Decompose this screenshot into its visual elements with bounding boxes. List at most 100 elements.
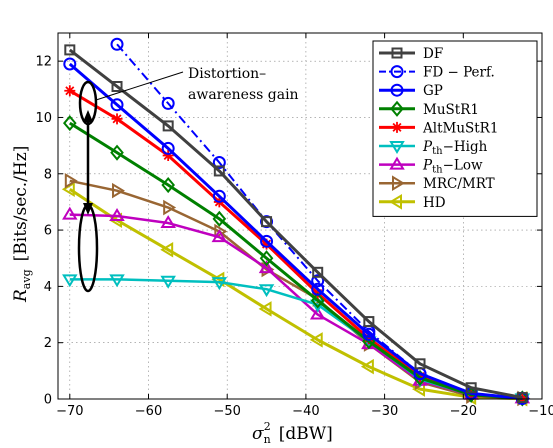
data-point-df bbox=[213, 165, 225, 177]
data-point-gp bbox=[212, 189, 226, 203]
data-point-altmustr1 bbox=[363, 332, 375, 344]
legend-marker bbox=[390, 65, 404, 79]
legend-item-df: DF bbox=[379, 46, 443, 62]
x-axis-label: σn2 [dBW] bbox=[252, 420, 333, 446]
legend-label: MuStR1 bbox=[423, 102, 479, 118]
legend-marker bbox=[389, 194, 402, 210]
data-point-pth-low bbox=[309, 306, 326, 320]
series-line-df bbox=[68, 48, 523, 400]
x-axis-label-sup: 2 bbox=[264, 420, 271, 433]
annotation-text-line1: Distortion– bbox=[188, 66, 266, 82]
data-point-fd-perf bbox=[212, 156, 226, 170]
x-axis-label-unit: [dBW] bbox=[279, 424, 333, 444]
annotation-arrowhead-down bbox=[83, 203, 93, 215]
plot-series bbox=[61, 37, 531, 407]
data-point-pth-low bbox=[62, 206, 78, 220]
data-point-pth-high bbox=[258, 284, 275, 298]
series-line-pth-low bbox=[69, 213, 523, 400]
data-point-hd bbox=[61, 181, 75, 198]
y-tick-label: 10 bbox=[35, 111, 52, 126]
data-point-mrc-mrt bbox=[64, 173, 78, 189]
data-point-df bbox=[162, 120, 174, 132]
legend-label: Pth−Low bbox=[422, 158, 483, 176]
legend-item-hd: HD bbox=[379, 194, 446, 211]
data-point-hd bbox=[309, 332, 323, 348]
data-point-df bbox=[312, 266, 324, 278]
x-axis-label-sub: n bbox=[264, 433, 271, 446]
data-point-mrc-mrt bbox=[112, 182, 125, 199]
legend-item-fd-perf: FD − Perf. bbox=[379, 65, 495, 81]
data-point-mustr1 bbox=[62, 115, 77, 132]
x-tick-label: −60 bbox=[135, 404, 162, 419]
data-point-pth-high bbox=[62, 274, 78, 288]
data-point-pth-high bbox=[160, 275, 176, 289]
series-df bbox=[64, 44, 528, 404]
x-axis-label-main: σ bbox=[252, 424, 264, 444]
series-line-hd bbox=[68, 187, 523, 401]
y-axis-label-unit: [Bits/sec./Hz] bbox=[11, 146, 31, 262]
data-point-altmustr1 bbox=[261, 238, 273, 250]
legend-label: DF bbox=[423, 46, 443, 62]
data-point-altmustr1 bbox=[64, 85, 76, 97]
annotation-leader-line bbox=[95, 71, 184, 101]
annotation-arrowhead-up bbox=[83, 110, 93, 122]
legend-marker bbox=[389, 141, 405, 154]
legend-item-pth-high: Pth−High bbox=[379, 139, 488, 157]
data-point-hd bbox=[160, 242, 174, 258]
legend-label: Pth−High bbox=[422, 139, 488, 157]
data-point-fd-perf bbox=[110, 37, 124, 51]
data-point-gp bbox=[260, 234, 274, 248]
legend-item-mrc-mrt: MRC/MRT bbox=[379, 175, 495, 192]
data-point-gp bbox=[311, 282, 325, 296]
data-point-mustr1 bbox=[110, 144, 124, 161]
series-line-mrc-mrt bbox=[69, 179, 523, 400]
data-point-df bbox=[363, 316, 375, 328]
data-point-pth-low bbox=[109, 208, 125, 221]
data-point-pth-high bbox=[211, 277, 228, 291]
series-line-mustr1 bbox=[69, 121, 523, 400]
legend-marker bbox=[392, 175, 405, 191]
legend-label: HD bbox=[423, 195, 446, 211]
legend-item-altmustr1: AltMuStR1 bbox=[379, 120, 498, 136]
x-tick-label: −40 bbox=[292, 404, 319, 419]
legend-item-pth-low: Pth−Low bbox=[379, 156, 483, 176]
data-point-altmustr1 bbox=[162, 149, 174, 161]
data-point-mustr1 bbox=[310, 292, 325, 309]
legend-marker bbox=[390, 100, 404, 117]
data-point-gp bbox=[63, 57, 77, 71]
data-point-mustr1 bbox=[161, 176, 175, 194]
x-tick-label: −50 bbox=[213, 404, 240, 419]
y-tick-label: 6 bbox=[44, 224, 52, 239]
y-tick-label: 12 bbox=[35, 55, 52, 70]
data-point-pth-high bbox=[109, 274, 125, 288]
x-tick-label: −10 bbox=[528, 404, 553, 419]
legend-label: GP bbox=[423, 83, 443, 99]
annotation-text-line2: awareness gain bbox=[188, 87, 299, 103]
data-point-hd bbox=[258, 301, 272, 317]
data-point-pth-low bbox=[211, 229, 228, 243]
legend-marker bbox=[390, 83, 404, 97]
legend-marker bbox=[391, 47, 403, 59]
data-point-altmustr1 bbox=[111, 113, 123, 125]
y-axis-label-sub: avg bbox=[20, 269, 33, 289]
data-point-df bbox=[261, 216, 273, 228]
y-tick-label: 8 bbox=[44, 167, 52, 182]
data-point-gp bbox=[161, 141, 175, 155]
legend: DF FD − Perf. GP MuStR1 AltMuStR1 Pth−HighPth… bbox=[372, 40, 538, 217]
data-point-fd-perf bbox=[161, 96, 175, 110]
y-axis-label-main: R bbox=[11, 289, 31, 303]
data-point-mustr1 bbox=[259, 250, 274, 267]
data-point-mustr1 bbox=[212, 210, 227, 227]
y-axis-label: Ravg [Bits/sec./Hz] bbox=[11, 146, 33, 303]
legend-item-gp: GP bbox=[379, 83, 443, 99]
data-point-df bbox=[465, 382, 477, 394]
data-point-df bbox=[64, 44, 76, 56]
legend-item-mustr1: MuStR1 bbox=[379, 100, 479, 118]
data-point-df bbox=[111, 80, 123, 92]
x-tick-label: −30 bbox=[371, 404, 398, 419]
annotation: Distortion– awareness gain bbox=[77, 66, 299, 293]
data-point-gp bbox=[110, 98, 124, 112]
x-tick-label: −70 bbox=[56, 404, 83, 419]
x-tick-label: −20 bbox=[450, 404, 477, 419]
